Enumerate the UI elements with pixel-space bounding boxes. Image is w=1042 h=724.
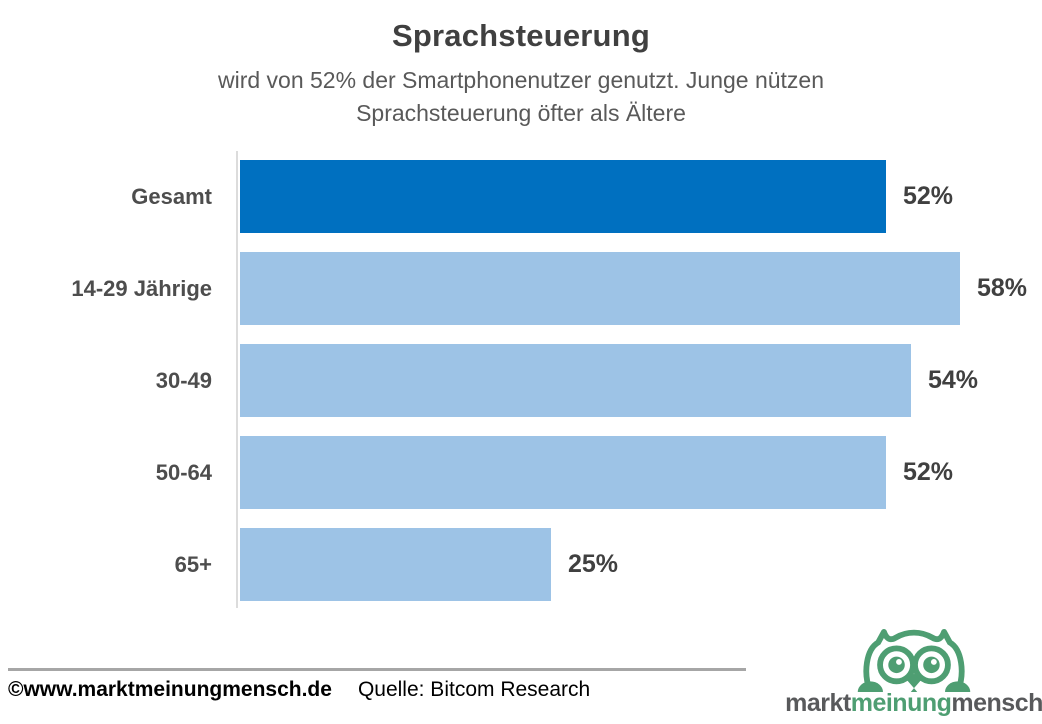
category-label: 50-64 (155, 459, 212, 485)
bar-chart: Gesamt 52% 14-29 Jährige 58% 30-49 54% 5… (0, 160, 1042, 601)
bar-area: 25% (240, 528, 1042, 601)
value-label: 52% (903, 458, 954, 486)
bar-65plus (240, 528, 551, 601)
logo-word-markt: markt (785, 689, 851, 717)
category-label: Gesamt (131, 183, 212, 209)
bar-gesamt (240, 160, 886, 233)
chart-subtitle-line1: wird von 52% der Smartphonenutzer genutz… (217, 67, 825, 93)
value-label: 54% (928, 366, 979, 394)
bar-14-29 (240, 252, 960, 325)
bar-row-50-64: 50-64 52% (0, 436, 1042, 509)
owl-icon (855, 628, 973, 692)
bar-row-65plus: 65+ 25% (0, 528, 1042, 601)
bar-50-64 (240, 436, 886, 509)
bar-30-49 (240, 344, 911, 417)
chart-subtitle: wird von 52% der Smartphonenutzer genutz… (0, 64, 1042, 130)
logo-word-meinung: meinung (850, 689, 952, 717)
footer-copyright: ©www.marktmeinungmensch.de (8, 678, 332, 701)
category-label: 30-49 (155, 367, 212, 393)
footer-text: ©www.marktmeinungmensch.de Quelle: Bitcom… (8, 678, 590, 702)
bar-row-gesamt: Gesamt 52% (0, 160, 1042, 233)
bar-area: 58% (240, 252, 1042, 325)
chart-title: Sprachsteuerung (392, 18, 650, 53)
bar-area: 54% (240, 344, 1042, 417)
bar-area: 52% (240, 160, 1042, 233)
logo-wordmark: marktmeinungmensch (785, 690, 1042, 716)
category-label: 14-29 Jährige (71, 275, 212, 301)
category-label: 65+ (174, 551, 212, 577)
y-axis-line (236, 151, 238, 608)
value-label: 52% (903, 182, 954, 210)
value-label: 58% (977, 274, 1028, 302)
footer-source: Quelle: Bitcom Research (357, 678, 591, 701)
value-label: 25% (568, 550, 619, 578)
chart-header: Sprachsteuerung wird von 52% der Smartph… (0, 18, 1042, 130)
bar-area: 52% (240, 436, 1042, 509)
bar-row-30-49: 30-49 54% (0, 344, 1042, 417)
chart-subtitle-line2: Sprachsteuerung öfter als Ältere (356, 100, 686, 126)
footer-divider (8, 668, 746, 671)
marktmeinungmensch-logo: marktmeinungmensch (785, 628, 1042, 716)
bar-row-14-29: 14-29 Jährige 58% (0, 252, 1042, 325)
logo-word-mensch: mensch (951, 689, 1042, 717)
